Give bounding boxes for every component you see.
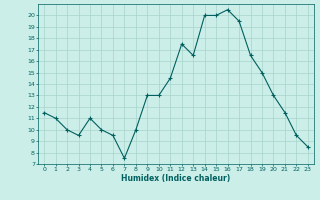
X-axis label: Humidex (Indice chaleur): Humidex (Indice chaleur) [121, 174, 231, 183]
